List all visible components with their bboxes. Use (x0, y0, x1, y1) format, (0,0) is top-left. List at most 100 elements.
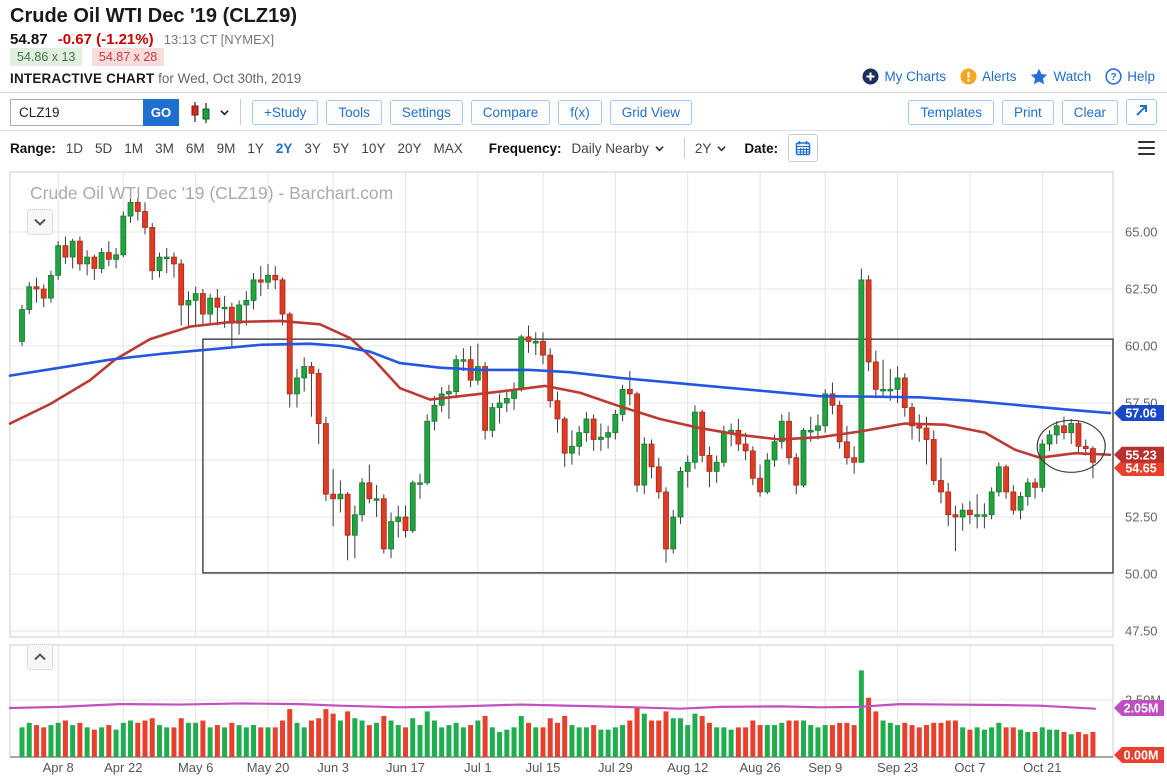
bid-ask-row: 54.86 x 13 54.87 x 28 (10, 48, 165, 66)
candle-body (836, 404, 843, 443)
candle-body (301, 366, 308, 379)
candle-body (981, 514, 988, 517)
volume-bar (815, 727, 821, 757)
price-change: -0.67 (-1.21%) (57, 31, 154, 48)
volume-ma-badge (1114, 699, 1164, 716)
chart-menu-icon[interactable] (1136, 139, 1157, 158)
volume-bar (1047, 729, 1053, 757)
help-icon: ? (1105, 68, 1122, 85)
toolbar-button-grid-view[interactable]: Grid View (609, 99, 693, 125)
symbol-input[interactable] (10, 98, 143, 126)
my-charts-link[interactable]: My Charts (862, 68, 946, 85)
alerts-link[interactable]: Alerts (960, 68, 1016, 85)
watch-link[interactable]: Watch (1030, 68, 1091, 85)
volume-bar (258, 727, 264, 757)
chart-date-label: for Wed, Oct 30th, 2019 (158, 71, 302, 86)
candle-body (887, 388, 894, 392)
volume-bar (837, 722, 843, 757)
toolbar-button-study[interactable]: +Study (252, 99, 319, 125)
toolbar-divider-line (0, 130, 1167, 131)
candle-body (735, 429, 742, 445)
range-option-max[interactable]: MAX (433, 140, 463, 156)
svg-text:?: ? (1111, 72, 1117, 83)
volume-bar (786, 720, 792, 757)
toolbar-button-f-x[interactable]: f(x) (558, 99, 602, 125)
range-option-3m[interactable]: 3M (155, 140, 174, 156)
price-axis-tick: 50.00 (1125, 567, 1158, 582)
volume-bar (902, 722, 908, 757)
range-option-1y[interactable]: 1Y (247, 140, 264, 156)
range-option-6m[interactable]: 6M (185, 140, 205, 156)
candle-body (33, 286, 40, 290)
range-option-2y[interactable]: 2Y (275, 140, 293, 156)
candle-body (569, 445, 575, 454)
frequency-dropdown[interactable]: Daily Nearby (572, 141, 664, 156)
volume-bar (70, 725, 76, 757)
candle-body (163, 256, 170, 260)
volume-bar (981, 729, 987, 757)
x-axis-label: May 6 (178, 760, 213, 775)
volume-bar (62, 720, 68, 757)
toolbar-button-templates[interactable]: Templates (908, 99, 994, 125)
volume-bar (308, 720, 314, 757)
price-axis-tick: 60.00 (1125, 339, 1158, 354)
expand-chart-button[interactable] (1126, 99, 1157, 125)
go-button[interactable]: GO (143, 98, 179, 126)
chart-type-dropdown[interactable] (189, 101, 229, 123)
collapse-price-pane-button[interactable] (27, 209, 53, 235)
volume-bar (967, 729, 973, 757)
red-moving-average-line (8, 319, 1112, 460)
volume-bar (924, 725, 929, 757)
expand-arrow-icon (1136, 105, 1147, 116)
toolbar-button-settings[interactable]: Settings (389, 99, 463, 125)
candle-body (706, 455, 713, 472)
bid-badge: 54.86 x 13 (10, 48, 83, 66)
volume-bar (417, 725, 423, 757)
range-option-5d[interactable]: 5D (95, 140, 113, 156)
candle-body (952, 514, 959, 518)
volume-bar (446, 725, 452, 757)
candle-body (496, 402, 503, 408)
volume-bar (99, 727, 105, 757)
candle-body (286, 313, 293, 395)
volume-bar (641, 713, 647, 757)
date-picker-button[interactable] (788, 134, 819, 162)
range-options: 1D 5D 1M 3M 6M 9M 1Y 2Y 3Y 5Y 10Y 20Y MAX (66, 141, 475, 156)
candle-body (749, 450, 756, 479)
range-option-5y[interactable]: 5Y (332, 140, 350, 156)
range-option-3y[interactable]: 3Y (304, 140, 321, 156)
range-option-10y[interactable]: 10Y (361, 140, 386, 156)
volume-bar (366, 725, 372, 757)
volume-bar (236, 725, 242, 757)
price-axis-tick: 47.50 (1125, 624, 1158, 639)
range-option-20y[interactable]: 20Y (397, 140, 422, 156)
last-price-badge (1114, 459, 1164, 476)
candle-body (815, 425, 821, 431)
toolbar-button-tools[interactable]: Tools (326, 99, 382, 125)
volume-bar (1010, 727, 1016, 757)
period-dropdown[interactable]: 2Y (695, 141, 727, 156)
candle-body (626, 388, 633, 395)
range-option-1d[interactable]: 1D (65, 140, 84, 156)
candle-body (677, 470, 684, 518)
volume-bar (149, 718, 155, 757)
candle-body (540, 341, 546, 356)
volume-bar (757, 725, 763, 757)
toolbar-button-clear[interactable]: Clear (1061, 99, 1118, 125)
chart-canvas[interactable]: Crude Oil WTI Dec '19 (CLZ19) - Barchart… (0, 166, 1167, 776)
volume-bar (482, 715, 488, 757)
range-option-9m[interactable]: 9M (216, 140, 236, 156)
volume-bar (728, 729, 734, 757)
volume-bar (598, 729, 604, 757)
toolbar-button-print[interactable]: Print (1001, 99, 1054, 125)
collapse-volume-pane-button[interactable] (27, 644, 53, 670)
candle-body (930, 439, 937, 481)
volume-bar (627, 720, 633, 757)
volume-bar (164, 727, 170, 757)
toolbar-button-compare[interactable]: Compare (470, 99, 551, 125)
volume-bar (229, 722, 235, 757)
range-option-1m[interactable]: 1M (124, 140, 144, 156)
help-link[interactable]: ? Help (1105, 68, 1155, 85)
volume-bar (699, 715, 705, 757)
